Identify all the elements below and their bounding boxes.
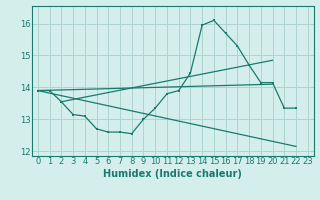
X-axis label: Humidex (Indice chaleur): Humidex (Indice chaleur) [103,169,242,179]
